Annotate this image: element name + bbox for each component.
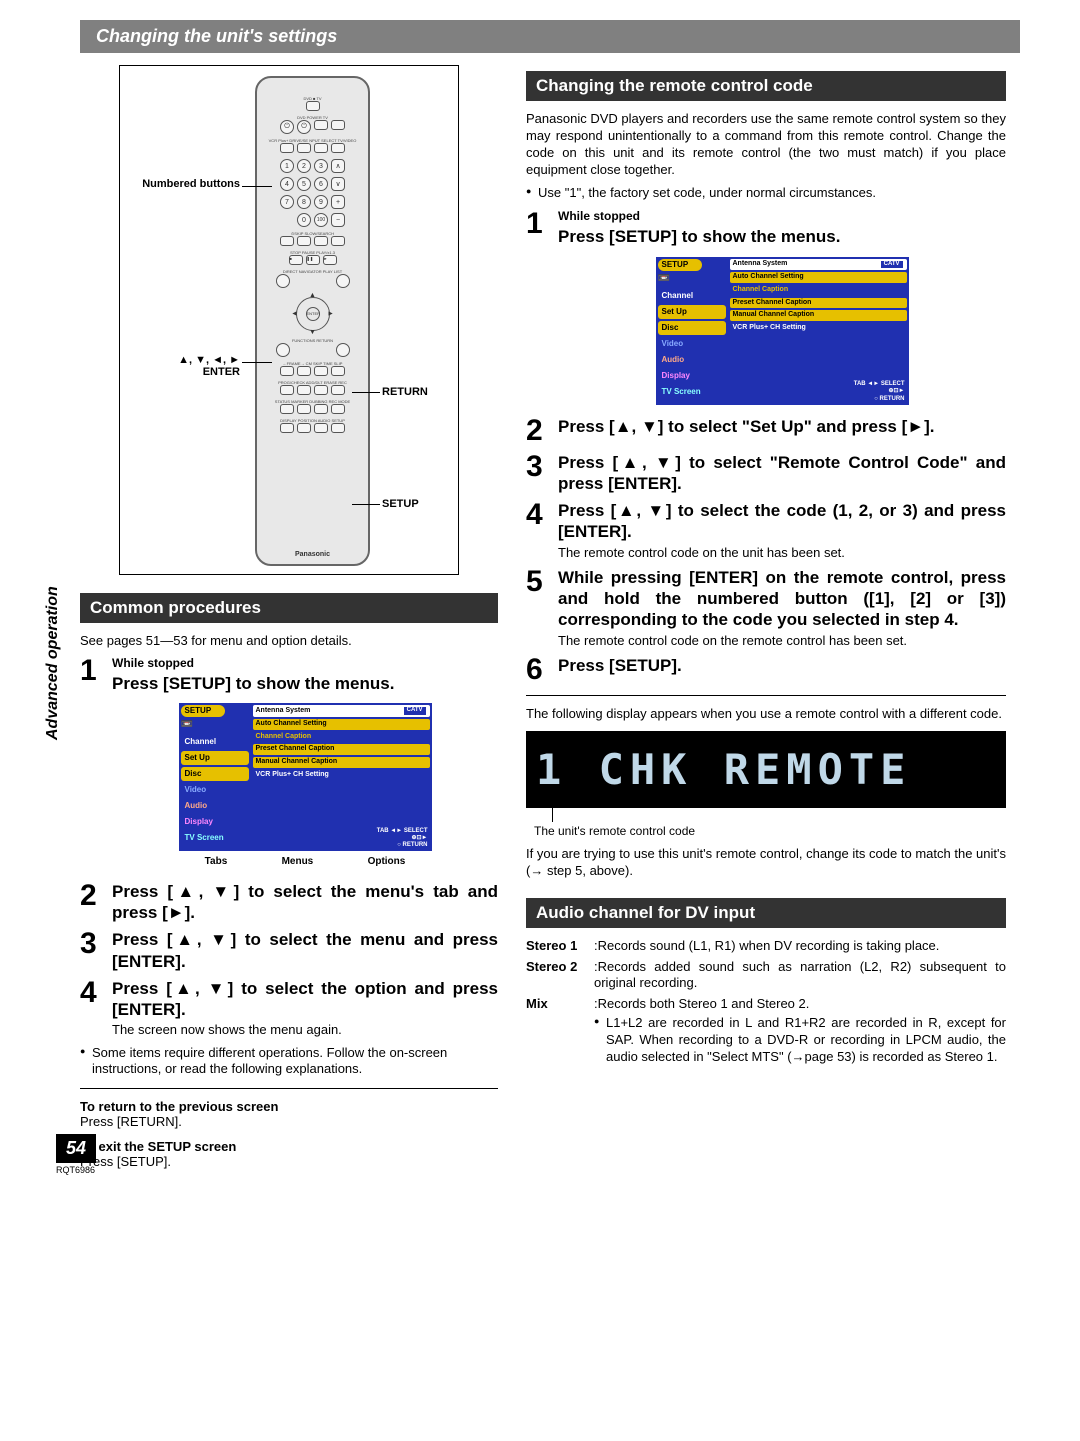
page-footer: 54 RQT6986 — [56, 1134, 96, 1175]
lcd-display: 1 CHK REMOTE — [526, 731, 1006, 808]
step-number: 4 — [526, 500, 558, 530]
common-bullet: Some items require different operations.… — [80, 1045, 498, 1079]
divider — [80, 1088, 498, 1089]
callout-return: RETURN — [382, 386, 428, 398]
callout-setup: SETUP — [382, 498, 419, 510]
common-heading: Common procedures — [80, 593, 498, 623]
callout-arrows: ▲, ▼, ◄, ► ENTER — [120, 354, 240, 378]
step-text: Press [SETUP]. — [558, 655, 1006, 676]
remote-outline: DVD ■ TV DVD POWER TV ⏻⏻ VCR Plus+ DRIVE… — [255, 76, 370, 566]
remote-code-after: The following display appears when you u… — [526, 706, 1006, 723]
exit-body: Press [SETUP]. — [80, 1154, 498, 1169]
return-body: Press [RETURN]. — [80, 1114, 498, 1129]
step-number: 2 — [526, 416, 558, 446]
step-note: The remote control code on the remote co… — [558, 633, 1006, 649]
step-number: 3 — [526, 452, 558, 482]
divider — [526, 695, 1006, 696]
remote-code-bullet: Use "1", the factory set code, under nor… — [526, 185, 1006, 202]
step-text: While pressing [ENTER] on the remote con… — [558, 568, 1006, 630]
step-number: 1 — [526, 209, 558, 239]
dv-row-stereo2: Stereo 2 :Records added sound such as na… — [526, 959, 1006, 993]
common-steps: 1 While stopped Press [SETUP] to show th… — [80, 656, 498, 1039]
dv-heading: Audio channel for DV input — [526, 898, 1006, 928]
dv-row-mix: Mix :Records both Stereo 1 and Stereo 2.… — [526, 996, 1006, 1074]
dv-mix-bullet: L1+L2 are recorded in L and R1+R2 are re… — [594, 1015, 1006, 1066]
step-text: Press [▲, ▼] to select the option and pr… — [112, 979, 498, 1019]
remote-diagram: DVD ■ TV DVD POWER TV ⏻⏻ VCR Plus+ DRIVE… — [119, 65, 459, 575]
step-subtitle: While stopped — [558, 209, 1006, 224]
step-text: Press [SETUP] to show the menus. — [558, 227, 840, 246]
remote-code-heading: Changing the remote control code — [526, 71, 1006, 101]
step-number: 4 — [80, 978, 112, 1008]
page-header: Changing the unit's settings — [80, 20, 1020, 53]
step-text: Press [▲, ▼] to select "Set Up" and pres… — [558, 416, 1006, 437]
step-number: 5 — [526, 567, 558, 597]
step-subtitle: While stopped — [112, 656, 498, 671]
step-text: Press [▲, ▼] to select the menu's tab an… — [112, 881, 498, 924]
exit-title: To exit the SETUP screen — [80, 1139, 498, 1154]
step-number: 3 — [80, 929, 112, 959]
page-number: 54 — [56, 1134, 96, 1163]
remote-code-try: If you are trying to use this unit's rem… — [526, 846, 1006, 880]
step-text: Press [▲, ▼] to select "Remote Control C… — [558, 452, 1006, 495]
step-text: Press [▲, ▼] to select the code (1, 2, o… — [558, 501, 1006, 541]
step-number: 1 — [80, 656, 112, 686]
doc-code: RQT6986 — [56, 1165, 96, 1175]
step-text: Press [▲, ▼] to select the menu and pres… — [112, 929, 498, 972]
step-number: 2 — [80, 881, 112, 911]
callout-numbered: Numbered buttons — [120, 178, 240, 190]
return-title: To return to the previous screen — [80, 1099, 498, 1114]
remote-code-intro: Panasonic DVD players and recorders use … — [526, 111, 1006, 179]
step-number: 6 — [526, 655, 558, 685]
setup-menu-diagram-right: SETUP 📼 Channel Set Up Disc Video Audio … — [655, 256, 910, 406]
side-label: Advanced operation — [44, 586, 62, 740]
setup-column-labels: Tabs Menus Options — [178, 856, 433, 869]
brand-label: Panasonic — [257, 551, 368, 558]
dv-row-stereo1: Stereo 1 :Records sound (L1, R1) when DV… — [526, 938, 1006, 955]
step-note: The remote control code on the unit has … — [558, 545, 1006, 561]
setup-menu-diagram: SETUP 📼 Channel Set Up Disc Video Audio … — [178, 702, 433, 852]
common-intro: See pages 51—53 for menu and option deta… — [80, 633, 498, 648]
setup-title: SETUP — [181, 705, 225, 717]
step-text: Press [SETUP] to show the menus. — [112, 674, 394, 693]
lcd-caption: The unit's remote control code — [534, 824, 1006, 838]
remote-code-steps: 1 While stopped Press [SETUP] to show th… — [526, 209, 1006, 685]
step-note: The screen now shows the menu again. — [112, 1022, 498, 1038]
